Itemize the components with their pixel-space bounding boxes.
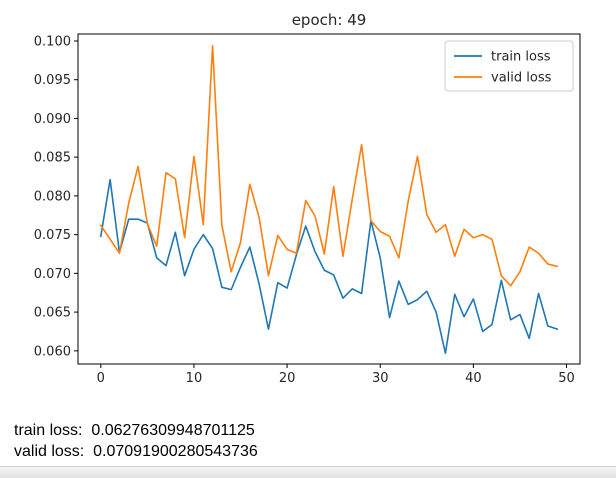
y-tick-label: 0.090 bbox=[34, 112, 71, 127]
axes-layer: 0 10 20 30 40 50 0.060 0.065 0.070 0.075 0.080 0.08… bbox=[34, 33, 581, 386]
train-loss-output: train loss: 0.06276309948701125 bbox=[14, 422, 255, 439]
x-tick-label: 30 bbox=[372, 371, 389, 386]
legend-label: train loss bbox=[491, 50, 551, 65]
chart-legend: train loss valid loss bbox=[444, 40, 574, 92]
plot-area bbox=[99, 44, 559, 354]
valid-loss-output: valid loss: 0.07091900280543736 bbox=[14, 443, 258, 460]
chart-svg: epoch: 49 0 10 20 30 40 50 0.060 0.065 0.070 0.07… bbox=[34, 11, 581, 386]
x-tick-label: 10 bbox=[186, 371, 203, 386]
y-tick-label: 0.060 bbox=[34, 344, 71, 359]
x-tick-label: 0 bbox=[97, 371, 105, 386]
axes-frame bbox=[77, 33, 581, 365]
x-tick-label: 50 bbox=[558, 371, 575, 386]
series-line-valid-loss bbox=[99, 44, 559, 287]
y-tick-label: 0.085 bbox=[34, 151, 71, 166]
chart-title: epoch: 49 bbox=[292, 11, 367, 29]
legend-box bbox=[444, 40, 574, 92]
legend-label: valid loss bbox=[491, 71, 552, 86]
output-scroll-bar bbox=[0, 466, 616, 478]
y-tick-label: 0.080 bbox=[34, 189, 71, 204]
series-line-train-loss bbox=[99, 178, 559, 354]
y-tick-label: 0.070 bbox=[34, 267, 71, 282]
y-tick-label: 0.075 bbox=[34, 228, 71, 243]
y-tick-label: 0.095 bbox=[34, 73, 71, 88]
y-tick-label: 0.065 bbox=[34, 306, 71, 321]
x-tick-label: 20 bbox=[279, 371, 296, 386]
x-tick-label: 40 bbox=[465, 371, 482, 386]
training-output: train loss: 0.06276309948701125 valid lo… bbox=[14, 420, 258, 462]
loss-chart: epoch: 49 0 10 20 30 40 50 0.060 0.065 0.070 0.07… bbox=[34, 11, 581, 386]
y-tick-label: 0.100 bbox=[34, 34, 71, 49]
